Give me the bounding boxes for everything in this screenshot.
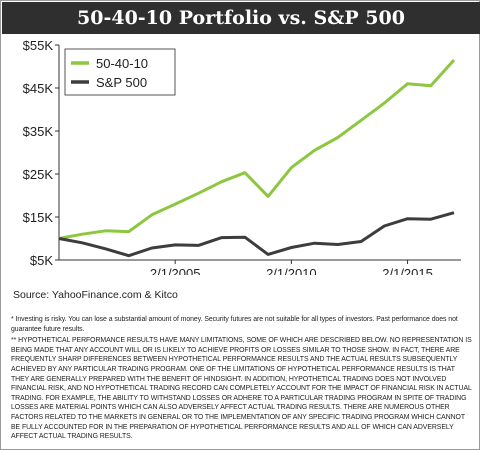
- y-axis-ticks: $5K $15K $25K $35K $45K $55K: [23, 38, 59, 268]
- series-line-1: [58, 58, 456, 240]
- y-tick-label: $55K: [23, 38, 54, 53]
- source-note: Source: YahooFinance.com & Kitco: [13, 289, 178, 301]
- disclaimer-paragraph-2: ** HYPOTHETICAL PERFORMANCE RESULTS HAVE…: [11, 337, 472, 441]
- legend-label-series-1: 50-40-10: [96, 56, 148, 71]
- y-tick-label: $35K: [23, 124, 54, 139]
- y-tick-label: $25K: [23, 167, 54, 182]
- legend-label-series-2: S&P 500: [96, 75, 147, 90]
- series-line-2: [58, 211, 455, 258]
- x-tick-label: 2/1/2010: [266, 266, 317, 275]
- chart-title: 50-40-10 Portfolio vs. S&P 500: [2, 2, 480, 34]
- disclaimer-paragraph-1: * Investing is risky. You can lose a sub…: [11, 316, 458, 333]
- y-tick-label: $5K: [30, 253, 53, 268]
- x-tick-label: 2/1/2015: [382, 266, 433, 275]
- series-lines: [58, 58, 456, 258]
- x-axis-ticks: 2/1/2005 2/1/2010 2/1/2015: [150, 260, 433, 275]
- x-tick-label: 2/1/2005: [150, 266, 201, 275]
- line-chart: $5K $15K $25K $35K $45K $55K 2/1/2005 2/1/2010…: [23, 38, 461, 275]
- y-tick-label: $15K: [23, 210, 54, 225]
- legend-box: [64, 48, 176, 96]
- y-tick-label: $45K: [23, 81, 54, 96]
- disclaimer: * Investing is risky. You can lose a sub…: [11, 315, 473, 444]
- plot-area: $5K $15K $25K $35K $45K $55K 2/1/2005 2/1/2010…: [23, 38, 461, 275]
- legend: 50-40-10 S&P 500: [64, 48, 176, 96]
